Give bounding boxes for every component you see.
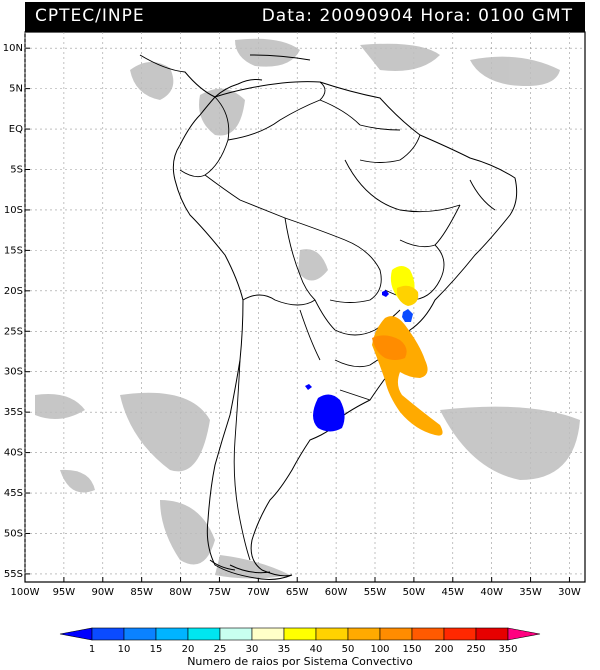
- legend-value: 150: [402, 644, 421, 655]
- lat-label: 35S: [4, 407, 23, 418]
- lat-label: 55S: [4, 569, 23, 580]
- lat-label: 30S: [4, 367, 23, 378]
- datetime-label: Data: 20090904 Hora: 0100 GMT: [261, 6, 573, 26]
- south-america-outline: [172, 81, 518, 580]
- lat-label: 25S: [4, 326, 23, 337]
- lat-label: 20S: [4, 286, 23, 297]
- country-borders: [179, 81, 496, 561]
- legend-value: 250: [466, 644, 485, 655]
- lon-label: 85W: [130, 587, 153, 598]
- legend-value: 25: [214, 644, 227, 655]
- legend-swatch: [123, 627, 157, 641]
- legend-value: 1: [89, 644, 95, 655]
- legend-swatch: [251, 627, 285, 641]
- lon-label: 40W: [480, 587, 503, 598]
- legend-swatch: [347, 627, 381, 641]
- lon-label: 60W: [325, 587, 348, 598]
- legend-swatch: [475, 627, 509, 641]
- lon-label: 35W: [519, 587, 542, 598]
- lat-label: 10N: [3, 43, 23, 54]
- lightning-legend: [59, 627, 541, 641]
- legend-value: 350: [498, 644, 517, 655]
- system-blue-large: [313, 394, 345, 432]
- cloud-cover: [35, 38, 580, 579]
- legend-value: 30: [246, 644, 259, 655]
- legend-swatch: [507, 627, 541, 641]
- lon-label: 65W: [286, 587, 309, 598]
- lon-label: 80W: [169, 587, 192, 598]
- lat-label: 15S: [4, 245, 23, 256]
- system-orange-dark: [372, 335, 407, 360]
- map-frame: [24, 31, 586, 583]
- system-gold: [396, 285, 419, 306]
- lat-label: EQ: [9, 124, 23, 135]
- legend-swatch: [59, 627, 93, 641]
- lat-label: 40S: [4, 448, 23, 459]
- map-header: CPTEC/INPE Data: 20090904 Hora: 0100 GMT: [25, 2, 585, 32]
- legend-swatch: [315, 627, 349, 641]
- system-blue-small-2: [402, 309, 413, 322]
- legend-value: 200: [434, 644, 453, 655]
- legend-swatch: [219, 627, 253, 641]
- lat-label: 5S: [10, 165, 23, 176]
- latitude-labels: 10N 5N EQ 5S 10S 15S 20S 25S 30S 35S 40S 45S 50S 55S: [3, 43, 23, 580]
- lon-label: 45W: [441, 587, 464, 598]
- legend-value: 15: [150, 644, 163, 655]
- system-blue-tiny: [305, 384, 312, 390]
- lon-label: 100W: [11, 587, 40, 598]
- lon-label: 70W: [247, 587, 270, 598]
- legend-value: 20: [182, 644, 195, 655]
- legend-value: 40: [310, 644, 323, 655]
- legend-swatch: [283, 627, 317, 641]
- convective-systems: [305, 266, 443, 436]
- legend-value: 10: [118, 644, 131, 655]
- lat-label: 45S: [4, 488, 23, 499]
- legend-value: 100: [370, 644, 389, 655]
- legend-value: 50: [342, 644, 355, 655]
- legend-value-labels: 1 10 15 20 25 30 35 40 50 100 150 200 250 350: [89, 644, 518, 655]
- lat-label: 10S: [4, 205, 23, 216]
- lon-label: 90W: [91, 587, 114, 598]
- lon-label: 95W: [53, 587, 76, 598]
- coastline: [139, 54, 518, 580]
- lat-label: 5N: [9, 84, 23, 95]
- legend-swatch: [187, 627, 221, 641]
- legend-swatch: [379, 627, 413, 641]
- system-blue-small-1: [382, 290, 389, 297]
- legend-swatch: [443, 627, 477, 641]
- legend-title: Numero de raios por Sistema Convectivo: [187, 655, 413, 668]
- legend-swatch: [91, 627, 125, 641]
- lon-label: 30W: [558, 587, 581, 598]
- lon-label: 75W: [208, 587, 231, 598]
- legend-value: 35: [278, 644, 291, 655]
- lon-label: 55W: [364, 587, 387, 598]
- legend-swatch: [411, 627, 445, 641]
- source-label: CPTEC/INPE: [35, 6, 145, 26]
- longitude-labels: 100W 95W 90W 85W 80W 75W 70W 65W 60W 55W 50W 45W 40W…: [11, 587, 581, 598]
- lat-label: 50S: [4, 528, 23, 539]
- lon-label: 50W: [403, 587, 426, 598]
- legend-swatch: [155, 627, 189, 641]
